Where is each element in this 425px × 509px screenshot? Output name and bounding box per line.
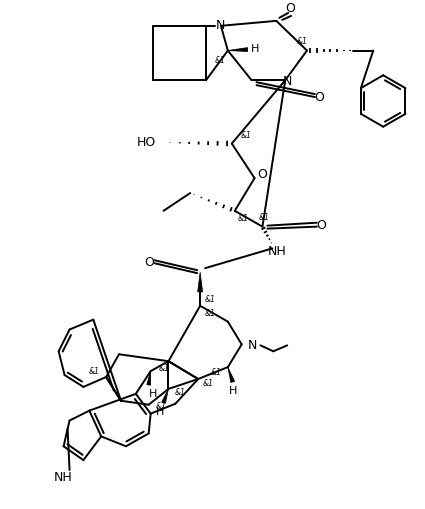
- Text: &1: &1: [215, 56, 225, 65]
- Text: NH: NH: [268, 245, 287, 258]
- Polygon shape: [198, 272, 203, 292]
- Text: H: H: [229, 386, 237, 396]
- Text: HO: HO: [136, 136, 156, 149]
- Text: &1: &1: [204, 309, 215, 318]
- Text: &1: &1: [204, 295, 215, 304]
- Text: O: O: [316, 219, 326, 232]
- Text: H: H: [156, 407, 165, 417]
- Polygon shape: [228, 47, 248, 51]
- Text: N: N: [216, 19, 226, 32]
- Text: &1: &1: [237, 214, 248, 223]
- Text: &1: &1: [240, 131, 251, 140]
- Polygon shape: [162, 389, 168, 404]
- Text: N: N: [283, 75, 292, 88]
- Text: O: O: [314, 91, 324, 103]
- Text: &1: &1: [156, 402, 167, 411]
- Text: &1: &1: [159, 363, 170, 373]
- Text: &1: &1: [175, 388, 186, 398]
- Text: O: O: [144, 256, 153, 269]
- Text: NH: NH: [54, 471, 73, 485]
- Polygon shape: [228, 367, 235, 383]
- Text: H: H: [148, 389, 157, 399]
- Text: &1: &1: [89, 366, 100, 376]
- Text: &1: &1: [297, 37, 307, 46]
- Text: O: O: [285, 3, 295, 15]
- Text: &1: &1: [203, 379, 213, 388]
- Text: &1: &1: [210, 367, 221, 377]
- Text: N: N: [248, 339, 257, 352]
- Text: H: H: [251, 44, 260, 53]
- Text: &1: &1: [259, 213, 270, 222]
- Polygon shape: [147, 371, 151, 385]
- Text: O: O: [258, 167, 267, 181]
